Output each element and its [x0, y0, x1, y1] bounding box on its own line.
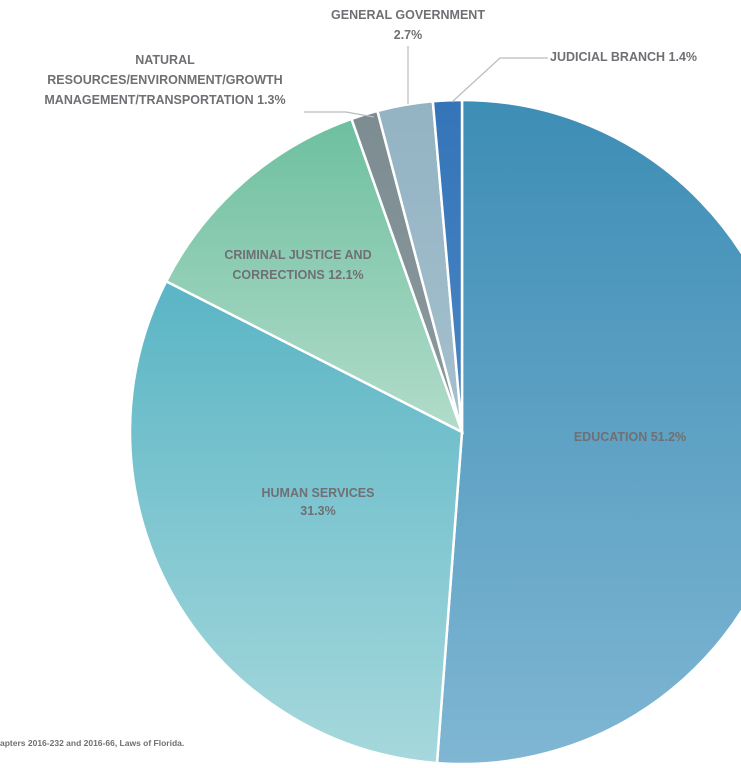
label-criminal-justice-and-corrections: CRIMINAL JUSTICE AND CORRECTIONS 12.1% [224, 248, 371, 282]
leader-lines [304, 46, 548, 118]
slice-judicial-branch [431, 98, 464, 433]
leader-line-judicial-branch [451, 57, 548, 103]
slice-labels: EDUCATION 51.2% HUMAN SERVICES 31.3% CRIMIN… [44, 8, 697, 518]
slice-criminal-justice-and-corrections [164, 117, 465, 435]
label-general-government: GENERAL GOVERNMENT 2.7% [331, 8, 485, 42]
label-line: CORRECTIONS 12.1% [232, 268, 363, 282]
label-line: EDUCATION 51.2% [574, 430, 686, 444]
label-line: HUMAN SERVICES [262, 486, 375, 500]
slice-education [435, 98, 741, 766]
label-line: 31.3% [300, 504, 335, 518]
label-line: 2.7% [394, 28, 423, 42]
label-line: JUDICIAL BRANCH 1.4% [550, 50, 697, 64]
pie-slices [128, 98, 741, 766]
slice-human-services [128, 279, 464, 765]
label-line: GENERAL GOVERNMENT [331, 8, 485, 22]
label-judicial-branch: JUDICIAL BRANCH 1.4% [550, 50, 697, 64]
label-human-services: HUMAN SERVICES 31.3% [262, 486, 375, 518]
label-line: RESOURCES/ENVIRONMENT/GROWTH [47, 73, 282, 87]
label-natural-resources-environment-growth-management-transportation: NATURAL RESOURCES/ENVIRONMENT/GROWTH MANAG… [44, 53, 285, 107]
source-footnote: apters 2016-232 and 2016-66, Laws of Flo… [0, 738, 185, 748]
leader-line-natural-resources-environment-growth-management-transportation [304, 111, 375, 118]
label-education: EDUCATION 51.2% [574, 430, 686, 444]
label-line: NATURAL [135, 53, 195, 67]
label-line: MANAGEMENT/TRANSPORTATION 1.3% [44, 93, 285, 107]
label-line: CRIMINAL JUSTICE AND [224, 248, 371, 262]
